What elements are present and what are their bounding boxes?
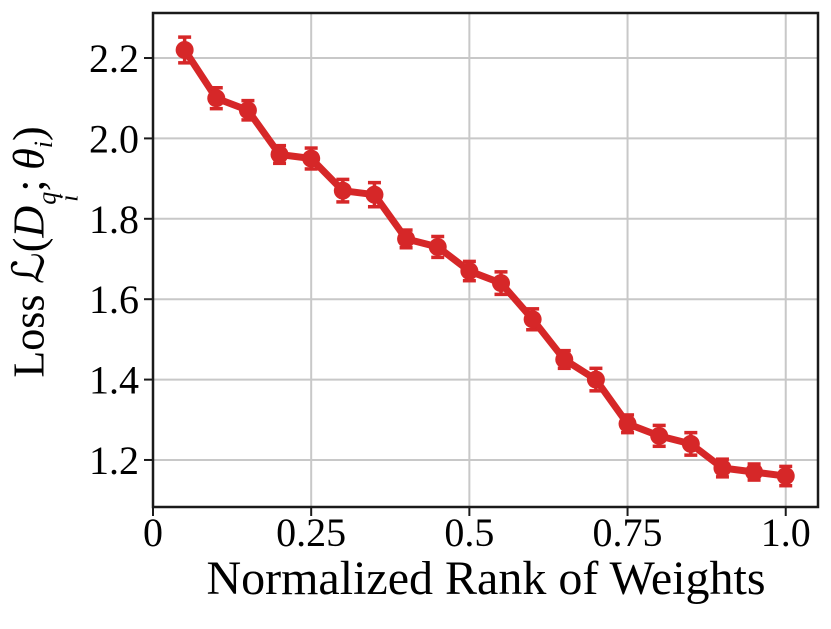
y-axis-label: Lossℒ(D q i ;θi) <box>4 126 84 378</box>
data-point <box>586 370 605 389</box>
y-tick-label: 2.2 <box>89 36 139 81</box>
data-point <box>365 185 384 204</box>
data-point <box>745 463 764 482</box>
y-tick-label: 1.6 <box>89 277 139 322</box>
x-tick-label: 0.75 <box>593 510 663 555</box>
data-point <box>397 229 416 248</box>
y-tick-label: 1.8 <box>89 197 139 242</box>
subscript-i: i <box>54 194 84 202</box>
semicolon-separator: ; <box>4 179 54 192</box>
data-point <box>175 40 194 59</box>
data-point <box>713 459 732 478</box>
theta-subscript-i: i <box>28 141 58 149</box>
x-axis-label: Normalized Rank of Weights <box>206 552 766 605</box>
data-point <box>460 262 479 281</box>
theta-symbol: θ <box>4 148 54 170</box>
data-point <box>618 414 637 433</box>
data-point <box>428 237 447 256</box>
data-line <box>181 46 790 480</box>
data-point <box>238 101 257 120</box>
x-tick-label: 0.5 <box>444 510 494 555</box>
data-point <box>207 89 226 108</box>
data-point <box>776 467 795 486</box>
plot-border <box>151 11 820 509</box>
open-paren: ( <box>4 237 54 253</box>
data-point <box>555 350 574 369</box>
data-point <box>681 434 700 453</box>
data-point <box>302 149 321 168</box>
data-point <box>523 310 542 329</box>
data-point <box>270 145 289 164</box>
y-tick-label: 1.2 <box>89 438 139 483</box>
x-tick-label: 1.0 <box>761 510 811 555</box>
data-point <box>650 426 669 445</box>
close-paren: ) <box>4 126 54 142</box>
x-tick-label: 0.25 <box>276 510 346 555</box>
script-d-symbol: D <box>4 205 54 238</box>
data-point <box>492 274 511 293</box>
script-l-symbol: ℒ <box>4 252 54 284</box>
x-tick-label: 0 <box>143 510 163 555</box>
data-point <box>333 181 352 200</box>
y-tick-label: 1.4 <box>89 358 139 403</box>
y-tick-label: 2.0 <box>89 116 139 161</box>
y-label-loss-text: Loss <box>4 294 54 378</box>
